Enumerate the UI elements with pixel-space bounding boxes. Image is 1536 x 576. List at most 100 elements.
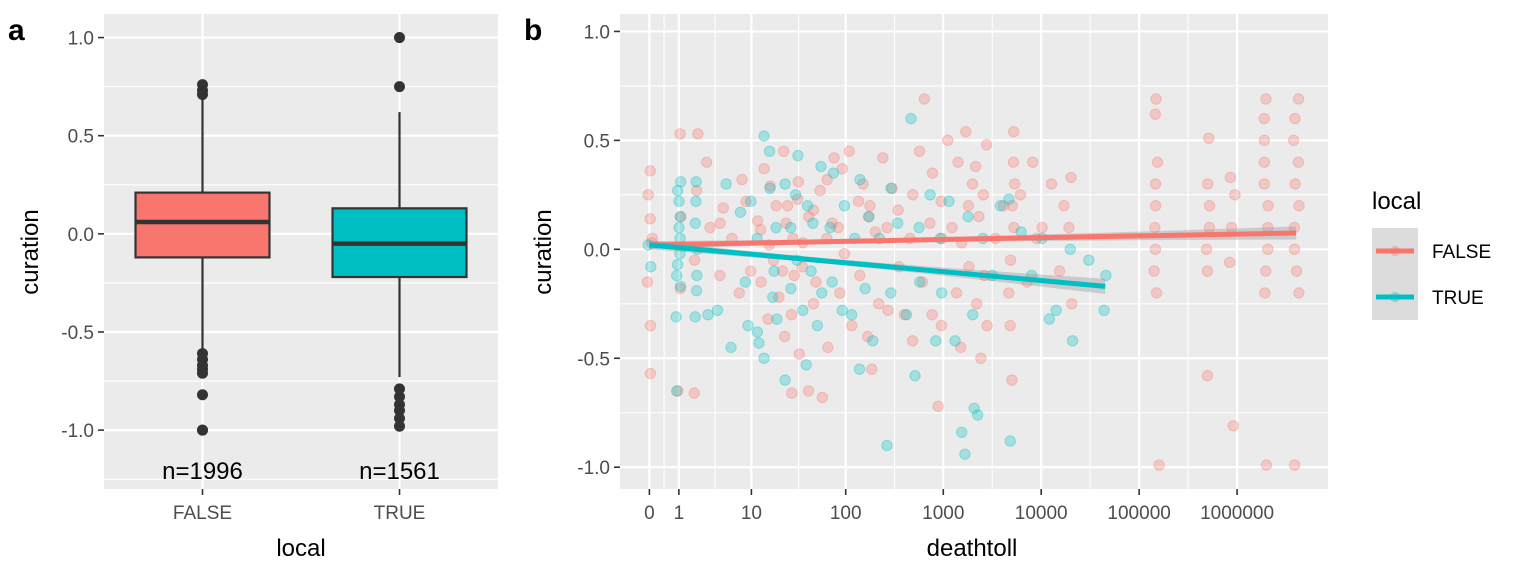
outlier-point: [394, 81, 405, 93]
point-false: [816, 391, 829, 404]
point-false: [1151, 156, 1164, 168]
point-true: [675, 176, 687, 188]
point-false: [778, 145, 790, 157]
point-true: [956, 426, 968, 439]
point-false: [792, 176, 804, 188]
x-tick-label: 1000: [922, 503, 964, 524]
x-tick-label: 100: [830, 503, 862, 524]
point-true: [913, 221, 925, 234]
point-false: [1203, 132, 1215, 144]
point-false: [932, 400, 944, 412]
point-false: [644, 165, 657, 177]
point-false: [962, 200, 975, 212]
point-false: [641, 276, 654, 288]
point-false: [1293, 287, 1305, 299]
point-true: [854, 173, 866, 186]
point-false: [796, 261, 809, 273]
point-false: [866, 363, 878, 375]
point-false: [834, 287, 846, 299]
y-tick-label: -0.5: [577, 349, 610, 370]
point-false: [980, 139, 993, 151]
point-false: [1008, 221, 1020, 234]
point-false: [644, 319, 657, 332]
panel-a-tag: a: [8, 14, 25, 47]
outlier-point: [197, 389, 208, 401]
point-false: [973, 210, 985, 223]
point-false: [781, 200, 794, 212]
panel-b-y-axis-title: curation: [530, 209, 557, 294]
point-false: [1292, 93, 1305, 105]
point-false: [907, 189, 919, 201]
point-true: [885, 182, 897, 195]
point-false: [1201, 265, 1214, 277]
point-false: [770, 200, 782, 212]
point-false: [916, 276, 929, 288]
point-false: [861, 330, 874, 343]
point-false: [882, 304, 894, 317]
point-true: [779, 178, 791, 190]
point-false: [843, 145, 855, 157]
point-false: [642, 189, 654, 201]
point-true: [1098, 304, 1110, 317]
point-true: [758, 130, 770, 142]
point-false: [869, 226, 882, 238]
outlier-point: [394, 391, 405, 403]
point-false: [1202, 178, 1214, 190]
point-false: [997, 200, 1010, 212]
point-false: [1066, 298, 1078, 310]
point-false: [1006, 374, 1018, 386]
panel-a-x-ticks: FALSE TRUE: [173, 489, 425, 524]
point-true: [853, 363, 866, 375]
point-false: [966, 178, 979, 190]
point-false: [1063, 221, 1075, 234]
point-false: [807, 204, 820, 216]
point-false: [950, 287, 963, 299]
box-false: [134, 191, 271, 259]
y-tick-label: 0.0: [68, 225, 94, 246]
point-false: [832, 221, 845, 234]
point-false: [935, 195, 947, 208]
outlier-point: [394, 404, 405, 416]
point-false: [1259, 287, 1271, 299]
point-true: [1050, 304, 1062, 317]
point-false: [1058, 200, 1070, 212]
point-false: [1289, 178, 1301, 190]
point-true: [768, 265, 780, 277]
point-false: [1149, 221, 1161, 234]
x-tick-label: 10000: [1015, 503, 1068, 524]
point-false: [1008, 178, 1021, 190]
point-true: [827, 167, 840, 179]
point-true: [674, 210, 686, 223]
point-false: [1036, 221, 1048, 234]
point-false: [828, 152, 840, 164]
point-false: [793, 348, 806, 360]
point-false: [1288, 459, 1301, 471]
point-true: [789, 189, 802, 201]
point-false: [644, 213, 656, 225]
point-false: [744, 265, 757, 277]
point-false: [1258, 156, 1271, 168]
point-true: [673, 195, 685, 208]
point-false: [857, 178, 869, 190]
point-false: [836, 163, 848, 175]
point-false: [864, 200, 876, 212]
point-false: [1288, 243, 1301, 256]
panel-a-y-ticks: 1.0 0.5 0.0 -0.5 -1.0: [61, 29, 104, 442]
point-true: [690, 176, 702, 188]
point-false: [926, 167, 939, 179]
point-false: [846, 319, 858, 332]
point-false: [762, 313, 774, 325]
point-true: [1100, 269, 1112, 282]
point-false: [675, 210, 687, 223]
point-false: [803, 210, 815, 223]
point-true: [859, 282, 871, 295]
point-false: [981, 319, 993, 332]
point-true: [767, 291, 779, 303]
point-false: [714, 217, 726, 229]
n-count-label: n=1561: [359, 458, 440, 485]
point-false: [977, 189, 990, 201]
x-tick-label: 1: [674, 503, 685, 524]
x-tick-label: 10: [741, 503, 762, 524]
point-true: [1066, 335, 1079, 347]
point-false: [1260, 265, 1272, 277]
